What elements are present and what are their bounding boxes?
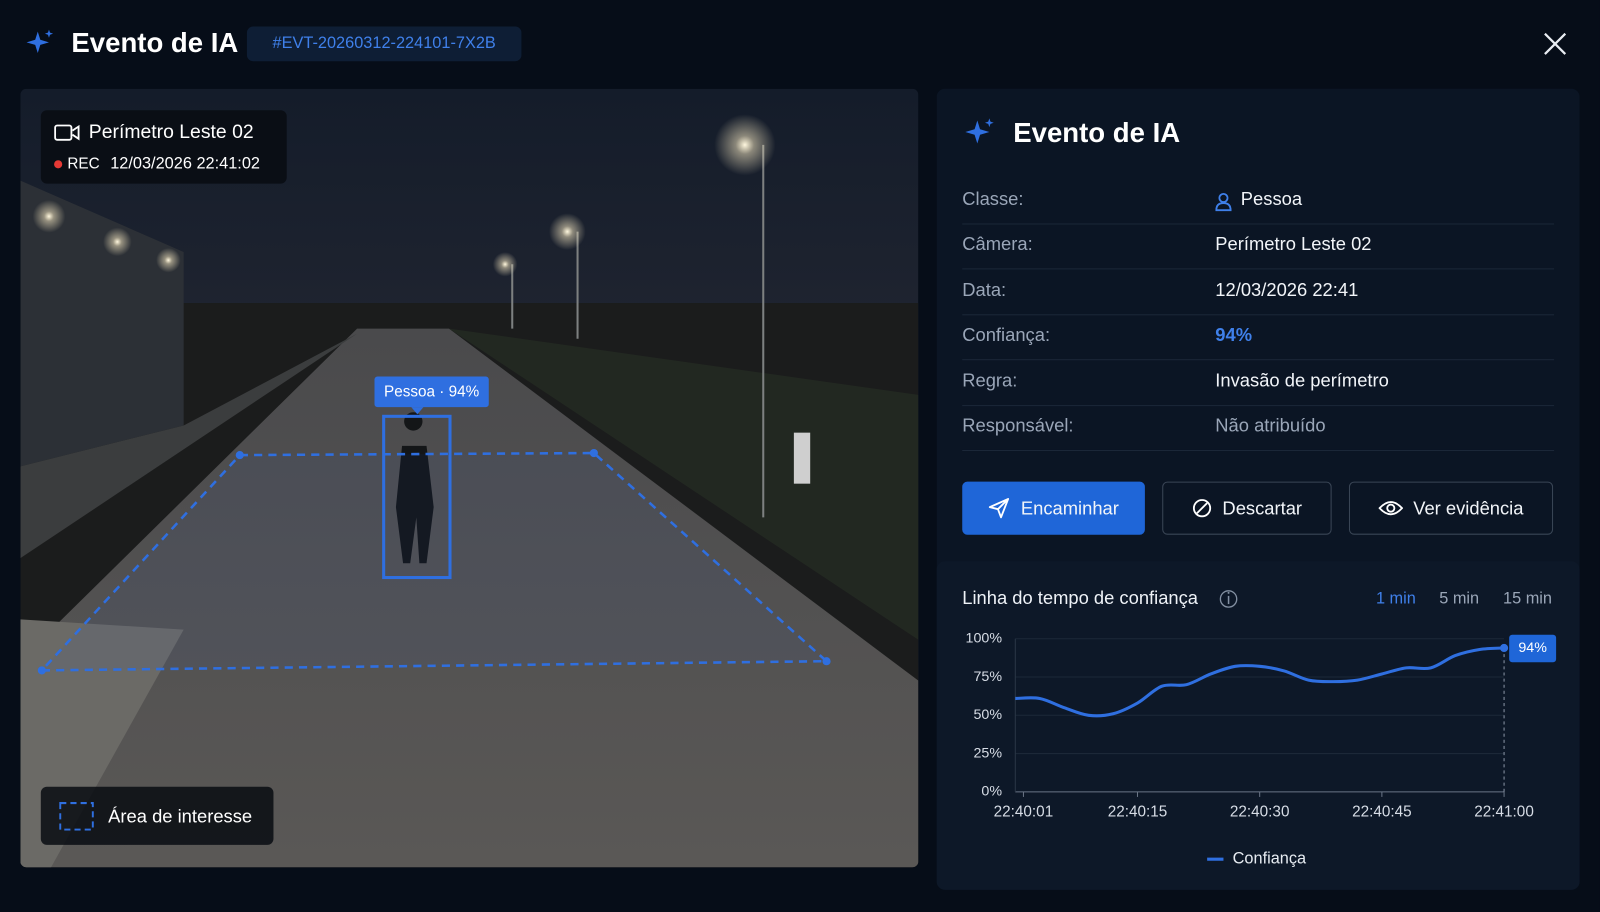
detail-row: Câmera: Perímetro Leste 02 (962, 223, 1555, 270)
value-label: 94% (1518, 640, 1547, 656)
y-tick-label: 0% (981, 784, 1002, 800)
camera-overlay: Perímetro Leste 02 REC 12/03/2026 22:41:… (40, 110, 287, 184)
detail-value: Perímetro Leste 02 (1215, 233, 1372, 255)
info-icon (1219, 590, 1238, 608)
forward-button[interactable]: Encaminhar (962, 481, 1145, 535)
camera-view: Pessoa · 94% Perímetro Leste 02 REC 12/0… (20, 88, 919, 868)
rec-dot (54, 160, 63, 169)
detail-label: Data: (962, 279, 1007, 300)
detail-label: Responsável: (962, 415, 1074, 436)
eye-icon (1378, 501, 1404, 516)
roi-icon (59, 802, 94, 831)
confidence-line (1015, 646, 1505, 718)
modal-title: Evento de IA (71, 27, 239, 59)
detection-label: Pessoa · 94% (384, 383, 480, 400)
evidence-button[interactable]: Ver evidência (1348, 481, 1554, 535)
detail-row: Data: 12/03/2026 22:41 (962, 269, 1555, 316)
roi-legend-label: Área de interesse (108, 806, 253, 827)
detail-label: Classe: (962, 188, 1024, 210)
detail-label: Câmera: (962, 233, 1033, 255)
detail-label: Confiança: (962, 324, 1051, 345)
chart-card (936, 561, 1580, 890)
event-id: #EVT-20260312-224101-7X2B (246, 26, 522, 62)
detail-value: Invasão de perímetro (1215, 370, 1389, 391)
value-badge (1509, 634, 1557, 663)
detail-row: Confiança: 94% (962, 314, 1555, 361)
y-tick-label: 25% (973, 745, 1002, 761)
detail-row: Regra: Invasão de perímetro (962, 360, 1555, 407)
x-tick-label: 22:40:15 (1108, 803, 1168, 820)
range-tab[interactable]: 5 min (1439, 589, 1479, 607)
detail-row: Responsável: Não atribuído (962, 405, 1555, 452)
button-label: Ver evidência (1413, 497, 1524, 518)
discard-icon (1192, 499, 1212, 518)
detail-value: 94% (1215, 324, 1253, 345)
camera-timestamp: 12/03/2026 22:41:02 (110, 155, 261, 173)
y-tick-label: 100% (966, 631, 1003, 647)
y-tick-label: 75% (973, 669, 1002, 685)
detail-value: Não atribuído (1215, 415, 1326, 436)
button-label: Encaminhar (1020, 497, 1119, 518)
y-tick-label: 50% (973, 707, 1002, 723)
legend-label: Confiança (1233, 849, 1307, 867)
x-tick-label: 22:40:30 (1230, 803, 1290, 820)
chart-title: Linha do tempo de confiança (962, 587, 1199, 608)
x-tick-label: 22:40:45 (1352, 803, 1412, 820)
detail-label: Regra: (962, 370, 1018, 391)
button-label: Descartar (1222, 497, 1303, 518)
camera-scene: Pessoa · 94% (20, 88, 919, 868)
detail-value: 12/03/2026 22:41 (1215, 279, 1359, 300)
roi-legend: Área de interesse (40, 786, 274, 845)
camera-icon (54, 124, 80, 141)
person-icon (1215, 192, 1232, 212)
discard-button[interactable]: Descartar (1162, 481, 1332, 535)
range-tab[interactable]: 15 min (1503, 589, 1552, 607)
detail-value: Pessoa (1240, 188, 1303, 210)
send-icon (989, 498, 1010, 519)
x-tick-label: 22:40:01 (994, 803, 1054, 820)
x-tick-label: 22:41:00 (1474, 803, 1534, 820)
sparkle-icon (26, 29, 54, 54)
detail-row: Classe: Pessoa (962, 179, 1555, 225)
camera-name: Perímetro Leste 02 (88, 121, 254, 143)
close-button[interactable] (1543, 32, 1567, 56)
end-point (1499, 643, 1509, 653)
range-tab[interactable]: 1 min (1376, 589, 1416, 607)
sparkle-icon (965, 118, 994, 144)
rec-label: REC (67, 155, 100, 173)
panel-title: Evento de IA (1013, 117, 1181, 148)
